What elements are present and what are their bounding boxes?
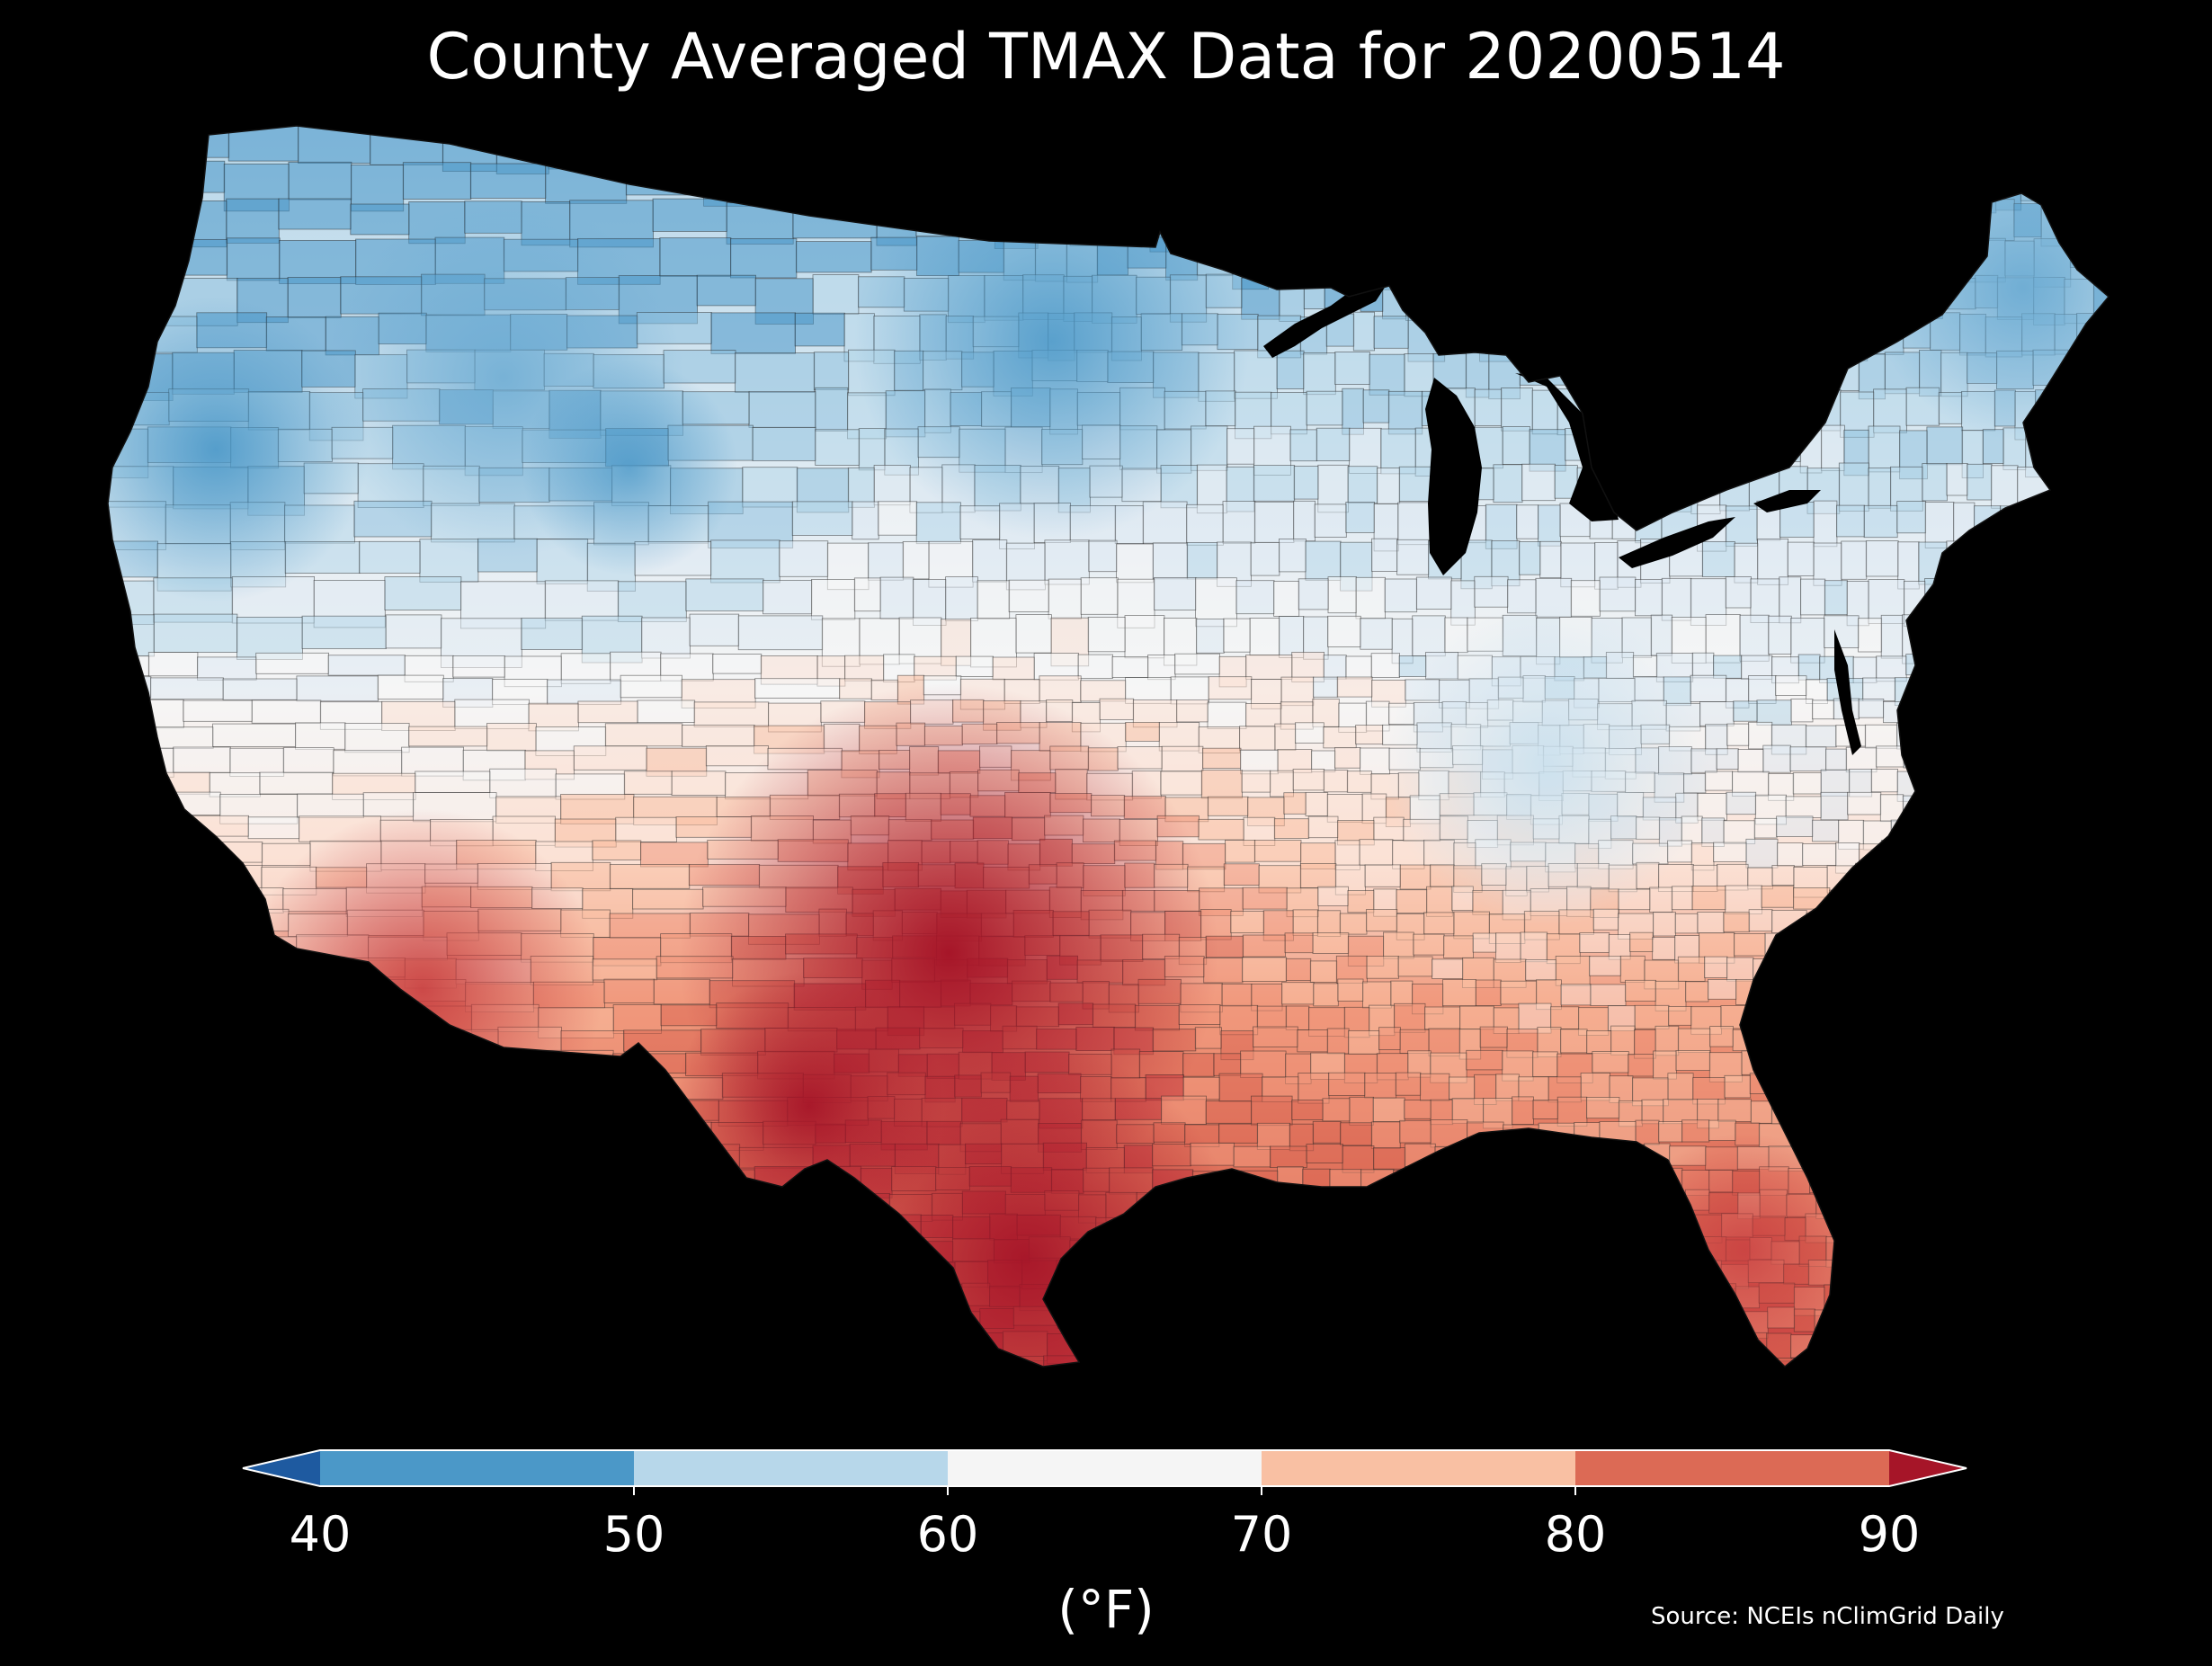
colorbar-bin-70-80 — [1262, 1450, 1576, 1486]
lake-erie — [1619, 517, 1735, 568]
colorbar-bin-80-90 — [1575, 1450, 1890, 1486]
great-lakes — [1263, 281, 1821, 575]
colorbar-tick-90: 90 — [1858, 1506, 1921, 1563]
colorbar — [242, 1449, 1967, 1495]
county-choropleth — [108, 126, 2109, 1367]
colorbar-tick-60: 60 — [916, 1506, 979, 1563]
colorbar-tick-50: 50 — [602, 1506, 665, 1563]
colorbar-outline — [242, 1449, 1967, 1487]
colorbar-tick-80: 80 — [1544, 1506, 1607, 1563]
colorbar-unit-label: (°F) — [1057, 1579, 1155, 1640]
colorbar-bin-60-70 — [948, 1450, 1262, 1486]
colorbar-tick-70: 70 — [1230, 1506, 1293, 1563]
colorbar-bin-40-50 — [320, 1450, 635, 1486]
source-credit: Source: NCEIs nClimGrid Daily — [1651, 1603, 2004, 1630]
map-title: County Averaged TMAX Data for 20200514 — [426, 20, 1786, 94]
colorbar-under-arrow — [243, 1450, 320, 1486]
lake-superior — [1263, 281, 1389, 358]
colorbar-over-arrow — [1889, 1450, 1967, 1486]
lake-ontario — [1753, 490, 1821, 512]
lake-michigan — [1425, 378, 1482, 575]
chesapeake-bay — [1834, 629, 1861, 755]
lake-huron — [1515, 373, 1619, 521]
colorbar-bin-50-60 — [634, 1450, 949, 1486]
colorbar-tick-40: 40 — [289, 1506, 352, 1563]
west-texas-hot-area — [108, 126, 2109, 1367]
